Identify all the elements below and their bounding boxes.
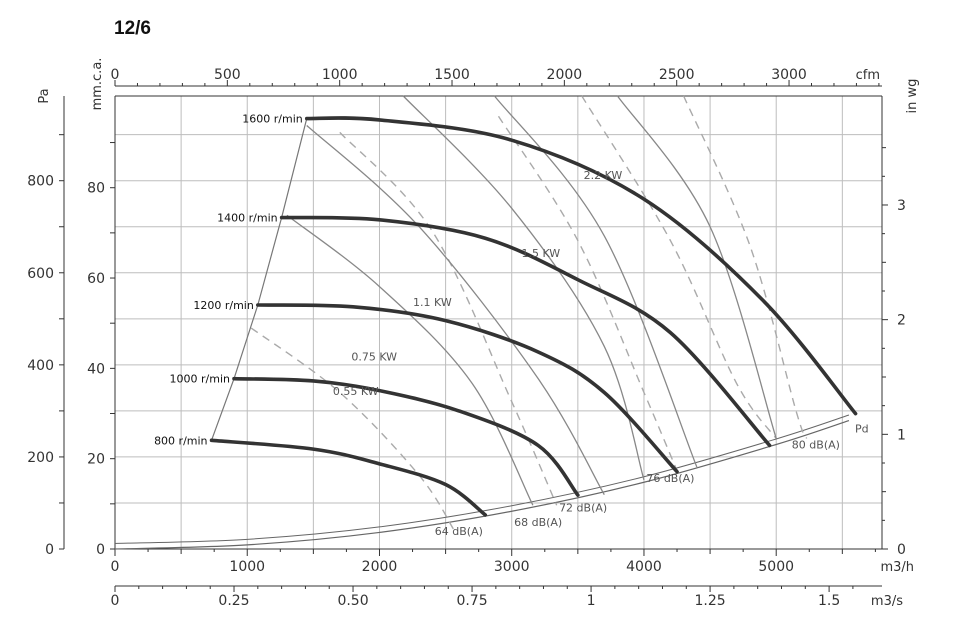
- cfm-tick-label: 3000: [771, 67, 807, 83]
- m3s-tick-label: 0: [111, 593, 120, 609]
- speed-curve: [209, 438, 488, 517]
- noise-curve: [250, 327, 455, 530]
- pa-tick-label: 0: [45, 542, 54, 558]
- speed-label: 1200 r/min: [193, 299, 253, 312]
- series: [114, 95, 858, 550]
- noise-label: 72 dB(A): [559, 501, 607, 514]
- power-label: 2.2 KW: [584, 169, 623, 182]
- speed-curve: [279, 215, 772, 448]
- m3h-tick-label: 1000: [229, 559, 265, 575]
- speed-boundary-line: [210, 118, 308, 441]
- m3s-tick-label: 1: [587, 593, 596, 609]
- speed-label: 1600 r/min: [242, 113, 302, 126]
- cfm-tick-label: 500: [214, 67, 241, 83]
- power-label: 0.55 KW: [333, 385, 379, 398]
- mmca-tick-label: 40: [87, 361, 105, 377]
- pd-label: Pd: [855, 423, 869, 436]
- mmca-tick-label: 20: [87, 452, 105, 468]
- noise-curve: [581, 95, 777, 439]
- cfm-tick-label: 0: [111, 67, 120, 83]
- noise-label: 68 dB(A): [514, 516, 562, 529]
- labels: Pd 800 r/min 1000 r/min 1200 r/min 1400 r/mi…: [154, 113, 868, 539]
- cfm-tick-label: 2000: [547, 67, 583, 83]
- noise-curve: [497, 115, 678, 472]
- grid: [115, 96, 882, 549]
- pa-axis-label: Pa: [37, 88, 52, 103]
- power-label: 1.1 KW: [413, 296, 452, 309]
- pa-tick-label: 600: [27, 266, 54, 282]
- pa-tick-label: 400: [27, 358, 54, 374]
- m3h-tick-label: 5000: [758, 559, 794, 575]
- mmca-tick-label: 80: [87, 181, 105, 197]
- power-label: 1.5 KW: [521, 247, 560, 260]
- cfm-tick-label: 2500: [659, 67, 695, 83]
- chart-title: 12/6: [114, 18, 151, 39]
- m3s-tick-label: 1.5: [818, 593, 840, 609]
- inwg-tick-label: 1: [897, 427, 906, 443]
- speed-curve: [232, 376, 580, 497]
- noise-label: 64 dB(A): [435, 525, 483, 538]
- power-label: 0.75 KW: [351, 350, 397, 363]
- speed-label: 800 r/min: [154, 434, 207, 447]
- speed-label: 1000 r/min: [170, 373, 230, 386]
- inwg-tick-label: 2: [897, 313, 906, 329]
- speed-label: 1400 r/min: [217, 212, 277, 225]
- noise-curve: [339, 131, 558, 506]
- pd-curve-upper: [114, 414, 850, 544]
- cfm-tick-label: 1500: [434, 67, 470, 83]
- axes: 0 200 400 600 800 Pa 0 20 40 60 80 mm.c.a. 0 1 2 3 in wg…: [27, 58, 920, 609]
- power-curve: [494, 95, 698, 468]
- m3h-axis-label: m3/h: [880, 560, 914, 575]
- inwg-tick-label: 3: [897, 198, 906, 214]
- power-curve: [616, 95, 777, 439]
- noise-label: 76 dB(A): [646, 472, 694, 485]
- power-curve: [306, 124, 605, 495]
- m3s-tick-label: 0.50: [337, 593, 368, 609]
- cfm-tick-label: 1000: [322, 67, 358, 83]
- m3h-tick-label: 0: [111, 559, 120, 575]
- power-curve: [286, 214, 534, 506]
- m3s-axis-label: m3/s: [871, 594, 903, 609]
- mmca-tick-label: 0: [96, 542, 105, 558]
- speed-curve: [256, 303, 679, 474]
- m3h-tick-label: 2000: [362, 559, 398, 575]
- m3h-tick-label: 3000: [494, 559, 530, 575]
- mmca-axis-label: mm.c.a.: [90, 58, 105, 111]
- inwg-tick-label: 0: [897, 542, 906, 558]
- m3s-tick-label: 0.75: [456, 593, 487, 609]
- speed-curve: [304, 116, 858, 416]
- noise-label: 80 dB(A): [792, 439, 840, 452]
- m3h-tick-label: 4000: [626, 559, 662, 575]
- pa-tick-label: 800: [27, 174, 54, 190]
- noise-curve: [682, 95, 808, 439]
- cfm-axis-label: cfm: [856, 68, 880, 83]
- pa-tick-label: 200: [27, 450, 54, 466]
- m3s-tick-label: 1.25: [695, 593, 726, 609]
- m3s-tick-label: 0.25: [218, 593, 249, 609]
- mmca-tick-label: 60: [87, 271, 105, 287]
- inwg-axis-label: in wg: [905, 79, 920, 114]
- pd-curve: [114, 419, 850, 550]
